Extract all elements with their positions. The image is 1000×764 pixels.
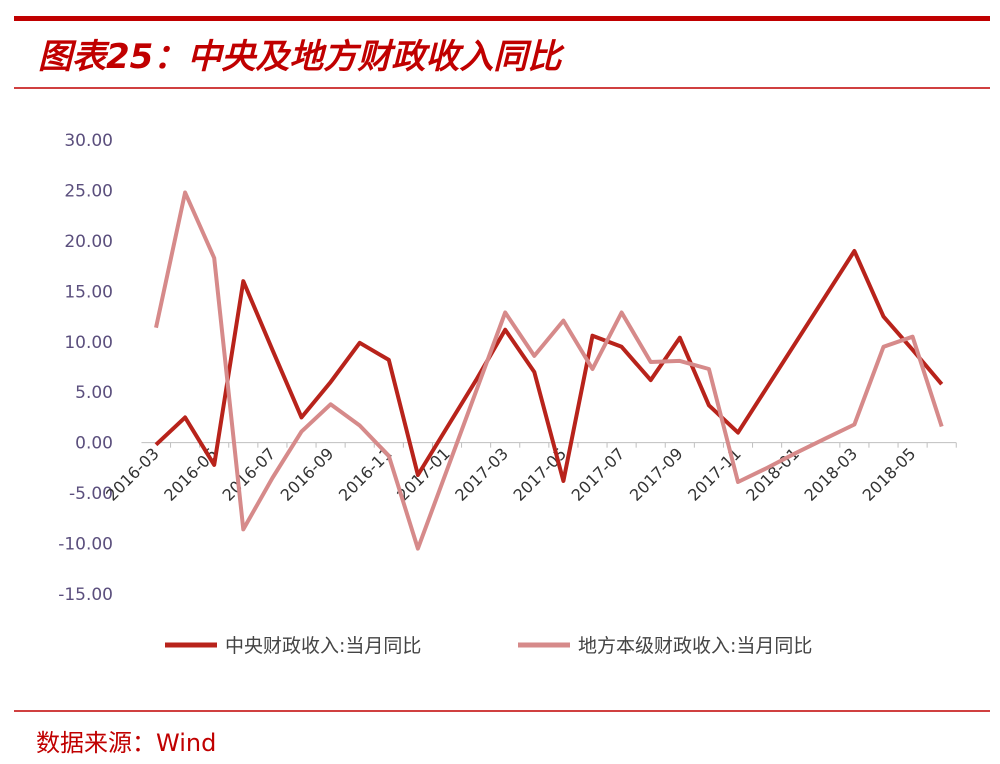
top-bar [14,16,990,21]
legend-label: 地方本级财政收入:当月同比 [578,635,812,657]
x-tick-label: 2018-03 [801,444,862,505]
y-tick-label: -5.00 [69,484,113,504]
y-tick-label: -10.00 [58,535,113,555]
series-line [154,249,944,483]
x-tick-label: 2017-03 [451,444,512,505]
y-tick-label: 0.00 [75,434,113,454]
y-tick-label: 15.00 [64,282,113,302]
legend-label: 中央财政收入:当月同比 [225,635,421,657]
x-tick-label: 2017-07 [568,444,629,505]
x-tick-label: 2017-09 [626,444,687,505]
y-tick-label: -15.00 [58,585,113,605]
chart-title: 图表25：中央及地方财政收入同比 [38,37,565,77]
y-tick-label: 30.00 [64,131,113,151]
y-tick-label: 5.00 [75,383,113,403]
x-tick-label: 2016-05 [160,444,221,505]
x-tick-label: 2018-05 [859,444,920,505]
x-tick-label: 2016-07 [219,444,280,505]
y-tick-label: 10.00 [64,333,113,353]
series-line [154,190,944,551]
y-tick-label: 20.00 [64,232,113,252]
source: 数据来源：Wind [36,729,216,757]
y-tick-label: 25.00 [64,181,113,201]
